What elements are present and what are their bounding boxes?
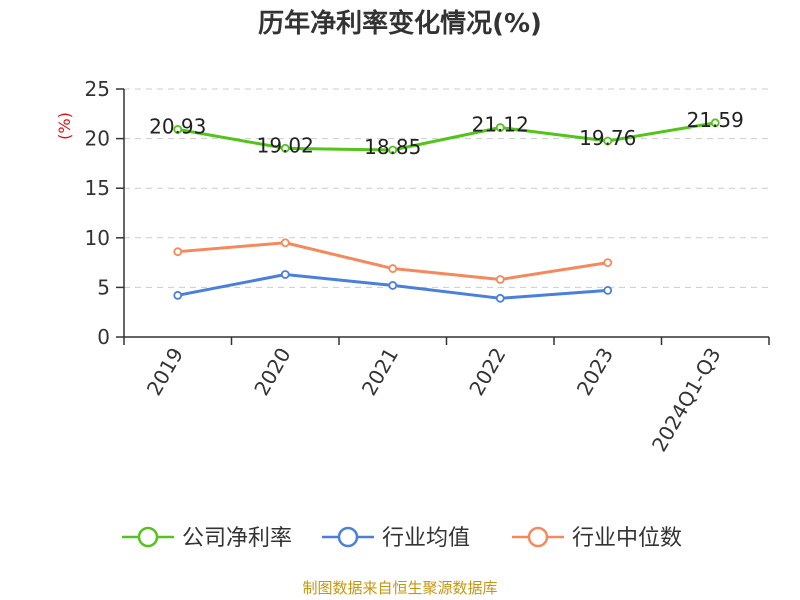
- data-point: [388, 281, 398, 290]
- legend-marker-icon: [337, 526, 359, 548]
- legend[interactable]: 公司净利率 行业均值 行业中位数: [122, 526, 682, 551]
- data-label: 19.76: [579, 126, 636, 150]
- data-point: [603, 285, 613, 295]
- data-point: [495, 293, 505, 303]
- y-axis-label: (%): [55, 112, 74, 140]
- data-point: [173, 124, 183, 134]
- y-tick-label: 20: [85, 127, 110, 151]
- series-line-3: [177, 241, 608, 281]
- legend-marker-icon: [527, 526, 549, 548]
- data-point: [280, 238, 290, 248]
- data-label: 20.93: [149, 114, 206, 138]
- series-line-1: [177, 121, 716, 152]
- source-note: 制图数据来自恒生聚源数据库: [302, 579, 497, 597]
- series-layer: [173, 118, 720, 303]
- legend-label: 行业均值: [382, 526, 470, 551]
- legend-item-2[interactable]: 行业均值: [322, 526, 470, 551]
- x-tick-label: 2020: [249, 344, 295, 400]
- data-point: [280, 270, 290, 279]
- y-tick-label: 10: [85, 226, 110, 250]
- legend-item-1[interactable]: 公司净利率: [122, 526, 292, 551]
- data-point: [603, 258, 613, 268]
- data-label: 18.85: [364, 135, 421, 159]
- grid: [124, 88, 769, 288]
- x-tick-label: 2021: [357, 344, 403, 400]
- x-tick-label: 2019: [142, 344, 188, 400]
- legend-label: 公司净利率: [182, 526, 292, 551]
- data-point: [495, 123, 505, 132]
- x-tick-label: 2023: [572, 344, 618, 400]
- legend-item-3[interactable]: 行业中位数: [512, 526, 682, 551]
- x-tick-label: 2024Q1-Q3: [647, 344, 726, 456]
- data-label: 21.59: [687, 108, 744, 132]
- data-label: 21.12: [472, 112, 529, 136]
- y-tick-label: 0: [97, 325, 110, 349]
- data-label: 19.02: [257, 133, 314, 157]
- y-tick-label: 5: [97, 275, 110, 299]
- data-point: [710, 118, 720, 128]
- y-tick-label: 15: [85, 176, 110, 200]
- data-point: [173, 290, 183, 300]
- x-tick-label: 2022: [464, 344, 510, 400]
- legend-label: 行业中位数: [572, 526, 682, 551]
- legend-marker-icon: [137, 526, 159, 548]
- data-labels: 20.93 19.02 18.85 21.12 19.76 21.59: [149, 108, 744, 159]
- data-point: [173, 247, 183, 257]
- data-point: [603, 136, 613, 146]
- y-tick-label: 25: [85, 77, 110, 101]
- data-point: [280, 143, 290, 153]
- chart-title: 历年净利率变化情况(%): [258, 8, 542, 39]
- data-point: [495, 275, 505, 284]
- data-point: [388, 145, 398, 155]
- data-point: [388, 264, 398, 273]
